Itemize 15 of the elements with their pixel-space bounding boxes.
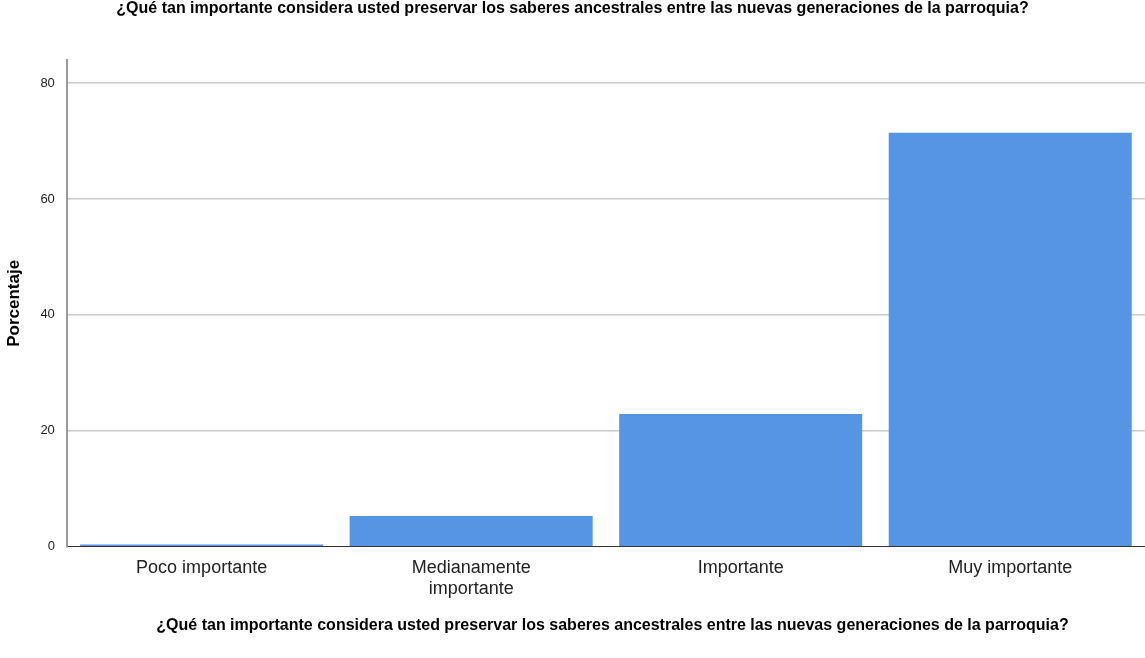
y-axis-title: Porcentaje xyxy=(3,259,23,347)
chart-title: ¿Qué tan importante considera usted preservar los saberes ancestrales entre las nuevas generaciones de la parroquia? xyxy=(116,0,1029,16)
x-tick-label: Muy importante xyxy=(948,556,1073,577)
y-tick-label: 20 xyxy=(40,422,55,438)
y-tick-label: 60 xyxy=(40,190,55,206)
x-axis-title: ¿Qué tan importante considera usted preservar los saberes ancestrales entre las nuevas generaciones de la parroquia? xyxy=(156,616,1069,633)
bar xyxy=(349,516,593,547)
y-tick-label: 40 xyxy=(40,306,55,322)
x-tick-label: Poco importante xyxy=(136,556,268,577)
bar xyxy=(619,414,863,547)
bar xyxy=(888,132,1132,547)
x-tick-label: Medianamente importante xyxy=(411,556,531,599)
y-tick-label: 0 xyxy=(47,538,55,554)
y-tick-label: 80 xyxy=(40,74,55,90)
x-tick-label: Importante xyxy=(697,556,784,577)
